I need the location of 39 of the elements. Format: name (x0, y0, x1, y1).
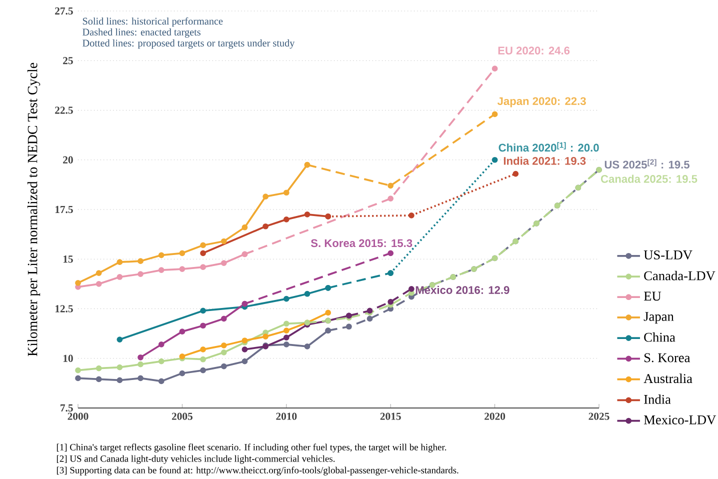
y-tick-label: 7.5 (60, 404, 73, 412)
legend-label: China (644, 332, 676, 342)
text: [1] China's target reflects gasoline fleet scenario. If including other fuel types, the target will be higher. (56, 444, 446, 452)
x-tick-label: 2010 (276, 412, 297, 420)
y-tick-label: 10 (63, 354, 73, 362)
legend-label: US-LDV (644, 250, 692, 260)
annotation: US 2025$^{[2]}$ : 19.5 (604, 159, 690, 169)
legend-label: Mexico-LDV (644, 415, 716, 424)
x-tick-label: 2000 (68, 412, 88, 420)
x-tick-label: 2020 (484, 412, 506, 420)
y-tick-label: 17.5 (55, 206, 73, 214)
y-tick-label: 27.5 (55, 7, 73, 15)
annotation: China 2020$^{[1]}$ : 20.0 (498, 142, 599, 152)
y-axis-title: Kilometer per Liter normalized to NEDC Test Cycle (27, 62, 40, 356)
annotation: Dashed lines: enacted targets (82, 28, 200, 38)
annotation: Mexico 2016: 12.9 (416, 286, 510, 294)
legend-label: Canada-LDV (644, 270, 716, 280)
x-tick-label: 2005 (172, 412, 192, 420)
legend-label: India (644, 394, 671, 404)
annotation: India 2021: 19.3 (504, 156, 586, 165)
legend-label: Japan (644, 312, 674, 324)
y-tick-label: 20 (63, 156, 73, 164)
annotation: Japan 2020: 22.3 (497, 97, 586, 108)
x-tick-label: 2025 (588, 412, 610, 420)
annotation: Dotted lines: proposed targets or targets under study (82, 39, 295, 49)
text: [2] US and Canada light-duty vehicles include light-commercial vehicles. (56, 455, 335, 464)
x-tick-label: 2015 (380, 412, 401, 420)
legend-label: Australia (644, 374, 692, 384)
legend-label: EU (644, 292, 662, 301)
annotation: S. Korea 2015: 15.3 (310, 239, 412, 248)
text: [3] Supporting data can be found at: http://www.theicct.org/info-tools/global-passenger-vehicle-standards. (56, 466, 458, 476)
annotation: EU 2020: 24.6 (498, 46, 570, 54)
annotation: Solid lines: historical performance (82, 17, 223, 27)
y-tick-label: 12.5 (55, 305, 73, 312)
y-tick-label: 22.5 (55, 106, 73, 114)
y-tick-label: 15 (63, 256, 73, 263)
y-tick-label: 25 (63, 57, 73, 64)
legend-label: S. Korea (644, 353, 690, 362)
annotation: Canada 2025: 19.5 (600, 174, 698, 183)
